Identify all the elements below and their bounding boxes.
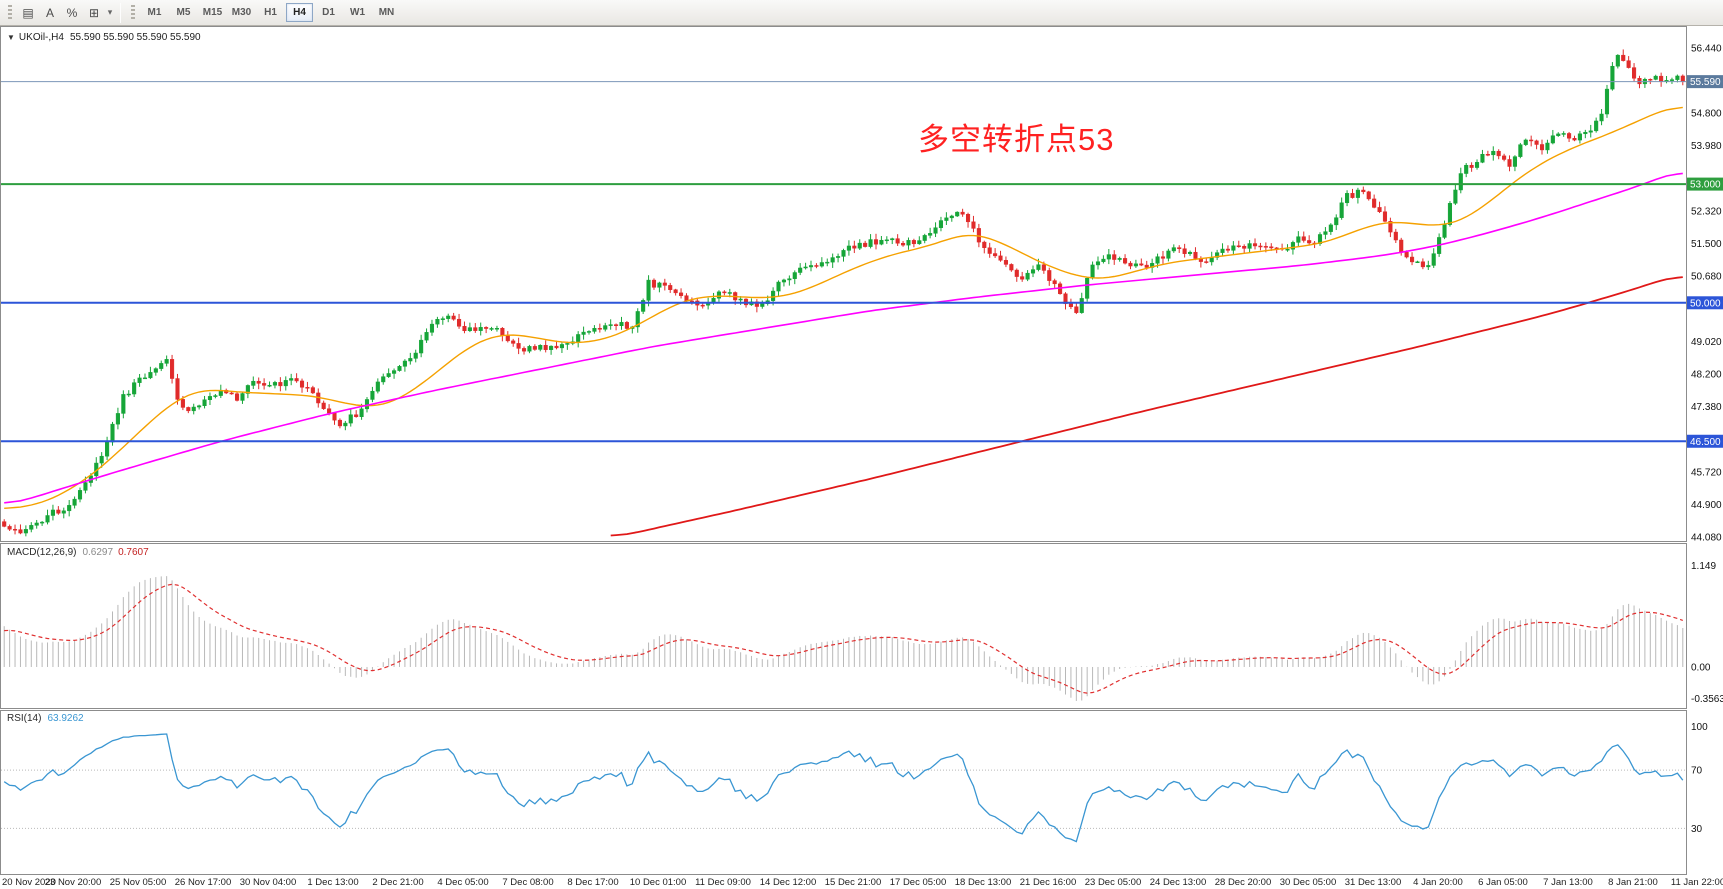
time-axis-label: 24 Dec 13:00 — [1150, 877, 1207, 888]
timeframe-button-m1[interactable]: M1 — [147, 7, 162, 18]
ohlc-values: 55.590 55.590 55.590 55.590 — [69, 32, 201, 43]
time-axis-label: 2 Dec 21:00 — [372, 877, 423, 888]
macd-scale: 1.149 0.00 -0.3563 — [1691, 561, 1723, 705]
moving-averages-layer — [4, 106, 1683, 537]
toolbar-grip[interactable] — [131, 4, 135, 21]
timeframe-button-h1[interactable]: H1 — [264, 7, 277, 18]
macd-indicator-label: MACD(12,26,9) 0.6297 0.7607 — [7, 547, 149, 558]
time-axis-label: 6 Jan 05:00 — [1478, 877, 1528, 888]
timeframe-button-h4[interactable]: H4 — [286, 3, 313, 22]
macd-value-main: 0.6297 — [82, 547, 114, 558]
drawing-tools-icon[interactable]: ⊞ — [88, 5, 100, 20]
time-axis-label: 14 Dec 12:00 — [760, 877, 817, 888]
time-axis-label: 1 Dec 13:00 — [307, 877, 358, 888]
time-axis-label: 4 Jan 20:00 — [1413, 877, 1463, 888]
rsi-scale-label: 30 — [1691, 824, 1703, 835]
price-badge-50.000: 50.000 — [1690, 298, 1721, 309]
time-axis-label: 30 Dec 05:00 — [1280, 877, 1337, 888]
price-badge-46.500: 46.500 — [1690, 437, 1721, 448]
panel-borders — [0, 26, 1687, 875]
price-scale-label: 47.380 — [1691, 402, 1722, 413]
dropdown-caret-icon[interactable]: ▾ — [107, 7, 113, 17]
time-axis-label: 10 Dec 01:00 — [630, 877, 687, 888]
macd-value-signal: 0.7607 — [118, 547, 149, 558]
rsi-value: 63.9262 — [47, 713, 84, 724]
timeframe-button-mn[interactable]: MN — [378, 7, 395, 18]
price-badge-55.590: 55.590 — [1690, 77, 1721, 88]
chevron-down-icon[interactable]: ▼ — [7, 33, 15, 42]
price-badge-53.000: 53.000 — [1690, 180, 1721, 191]
horizontal-level-lines[interactable] — [1, 81, 1686, 443]
macd-scale-label: -0.3563 — [1691, 694, 1723, 705]
rsi-scale: 100 70 30 — [1691, 722, 1708, 835]
timeframe-toolbar: M1 M5 M15 M30 H1 H4 D1 W1 MN — [140, 3, 401, 22]
candles-layer — [2, 49, 1685, 537]
time-axis-label: 8 Jan 21:00 — [1608, 877, 1658, 888]
rsi-line — [3, 733, 1684, 843]
time-axis-label: 11 Jan 22:00 — [1671, 877, 1723, 888]
time-axis-label: 8 Dec 17:00 — [567, 877, 618, 888]
symbol-period-label: UKOil-,H4 — [18, 32, 64, 43]
time-axis-label: 28 Dec 20:00 — [1215, 877, 1272, 888]
time-axis-label: 18 Dec 13:00 — [955, 877, 1012, 888]
time-axis-label: 31 Dec 13:00 — [1345, 877, 1402, 888]
chart-annotation[interactable]: 多空转折点53 — [918, 122, 1115, 157]
macd-scale-label: 1.149 — [1691, 561, 1716, 572]
timeframe-button-m30[interactable]: M30 — [231, 7, 252, 18]
time-axis-label: 30 Nov 04:00 — [240, 877, 297, 888]
price-scale-label: 48.200 — [1691, 369, 1722, 380]
rsi-name: RSI(14) — [7, 713, 42, 724]
price-scale-label: 44.080 — [1691, 532, 1722, 543]
line-studies-toolbar: ▤ A% ⊞ ▾ — [17, 3, 115, 23]
time-axis-label: 7 Dec 08:00 — [502, 877, 553, 888]
time-axis-label: 23 Nov 20:00 — [45, 877, 102, 888]
time-axis-label: 7 Jan 13:00 — [1543, 877, 1593, 888]
time-axis-label: 20 Nov 2020 — [2, 877, 56, 888]
toolbar-grip[interactable] — [8, 4, 12, 21]
macd-histogram — [3, 576, 1684, 701]
price-scale-label: 52.320 — [1691, 206, 1722, 217]
chart-ohlc-header: ▼ UKOil-,H4 55.590 55.590 55.590 55.590 — [7, 32, 201, 43]
ma-slow-red — [610, 276, 1683, 537]
macd-signal-line — [4, 583, 1683, 694]
chart-window-icon[interactable]: ▤ — [22, 5, 34, 20]
time-axis-label: 4 Dec 05:00 — [437, 877, 488, 888]
rsi-indicator-label: RSI(14) 63.9262 — [7, 713, 84, 724]
price-scale-label: 54.800 — [1691, 108, 1722, 119]
time-axis-label: 15 Dec 21:00 — [825, 877, 882, 888]
toolbar-separator — [120, 2, 121, 23]
rsi-scale-label: 70 — [1691, 766, 1703, 777]
time-axis-label: 11 Dec 09:00 — [695, 877, 751, 888]
timeframe-button-d1[interactable]: D1 — [322, 7, 335, 18]
price-scale-label: 53.980 — [1691, 141, 1722, 152]
ma-mid-magenta — [4, 172, 1683, 504]
price-scale-label: 51.500 — [1691, 239, 1722, 250]
price-scale-badges: 55.590 53.000 50.000 46.500 — [1687, 75, 1723, 448]
price-scale-label: 44.900 — [1691, 500, 1722, 511]
rsi-scale-label: 100 — [1691, 722, 1708, 733]
rsi-level-lines — [1, 769, 1686, 829]
text-label-icon[interactable]: A — [45, 5, 54, 20]
macd-scale-label: 0.00 — [1691, 662, 1711, 673]
time-axis-label: 26 Nov 17:00 — [175, 877, 232, 888]
price-scale: 56.440 54.800 53.980 52.320 51.500 50.680 49.0… — [1691, 44, 1722, 544]
price-scale-label: 56.440 — [1691, 44, 1722, 55]
timeframe-button-m15[interactable]: M15 — [202, 7, 223, 18]
time-axis-label: 17 Dec 05:00 — [890, 877, 947, 888]
fibonacci-tool-icon[interactable]: % — [66, 5, 78, 20]
time-axis-label: 25 Nov 05:00 — [110, 877, 167, 888]
timeframe-button-w1[interactable]: W1 — [350, 7, 365, 18]
time-axis-label: 23 Dec 05:00 — [1085, 877, 1142, 888]
price-scale-label: 50.680 — [1691, 271, 1722, 282]
price-scale-label: 45.720 — [1691, 468, 1722, 479]
ma-fast-orange — [4, 106, 1683, 509]
time-axis-label: 21 Dec 16:00 — [1020, 877, 1077, 888]
timeframe-button-m5[interactable]: M5 — [176, 7, 191, 18]
macd-name: MACD(12,26,9) — [7, 547, 77, 558]
toolbar: ▤ A% ⊞ ▾ M1 M5 M15 M30 H1 H4 D1 W1 MN — [0, 0, 1723, 26]
price-scale-label: 49.020 — [1691, 337, 1722, 348]
